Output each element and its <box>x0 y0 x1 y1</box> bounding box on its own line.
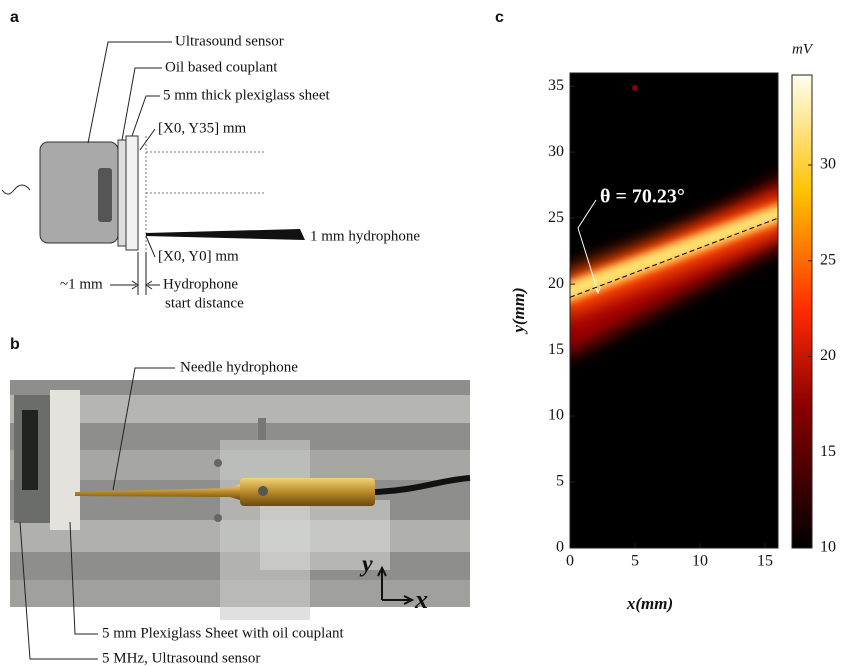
photo <box>10 367 471 660</box>
colorbar-tick-label: 10 <box>820 539 836 556</box>
y-tick-label: 5 <box>556 473 564 490</box>
label: 5 mm thick plexiglass sheet <box>163 87 330 103</box>
heatmap <box>570 73 778 548</box>
colorbar-tick-label: 20 <box>820 347 836 364</box>
label: Hydrophone <box>163 276 238 292</box>
label: 1 mm hydrophone <box>310 228 420 244</box>
x-tick-label: 10 <box>692 553 708 570</box>
y-tick-label: 25 <box>548 209 564 226</box>
label: ~1 mm <box>60 276 103 292</box>
fit-line <box>569 217 779 298</box>
label: Ultrasound sensor <box>175 33 284 49</box>
axis-glyph: x <box>414 585 428 614</box>
y-tick-label: 10 <box>548 407 564 424</box>
label: Needle hydrophone <box>180 359 298 375</box>
schematic <box>1 41 305 295</box>
label: start distance <box>165 295 244 311</box>
x-tick-label: 5 <box>631 553 639 570</box>
x-tick-label: 0 <box>566 553 574 570</box>
colorbar <box>791 74 813 549</box>
colorbar-tick-label: 30 <box>820 156 836 173</box>
y-tick-label: 35 <box>548 77 564 94</box>
y-tick-label: 15 <box>548 341 564 358</box>
label: 5 MHz, Ultrasound sensor <box>102 650 260 666</box>
panel-label: b <box>10 336 20 353</box>
label: Oil based couplant <box>165 59 278 75</box>
label: [X0, Y0] mm <box>158 248 239 264</box>
panel-label: a <box>10 9 19 26</box>
y-tick-label: 20 <box>548 275 564 292</box>
plot-frame <box>569 72 779 549</box>
colorbar-label: mV <box>792 41 814 57</box>
axis-glyph: y <box>359 552 373 578</box>
label: [X0, Y35] mm <box>158 120 247 136</box>
y-axis-label: y(mm) <box>509 287 528 334</box>
panel-label: c <box>495 9 504 26</box>
colorbar-tick-label: 15 <box>820 443 836 460</box>
label: 5 mm Plexiglass Sheet with oil couplant <box>102 625 344 641</box>
y-tick-label: 0 <box>556 539 564 556</box>
annotation: θ = 70.23° <box>600 186 685 208</box>
y-tick-label: 30 <box>548 143 564 160</box>
colorbar-tick-label: 25 <box>820 251 836 268</box>
x-tick-label: 15 <box>757 553 773 570</box>
x-axis-label: x(mm) <box>626 594 673 613</box>
annotation-arrow <box>577 199 602 295</box>
